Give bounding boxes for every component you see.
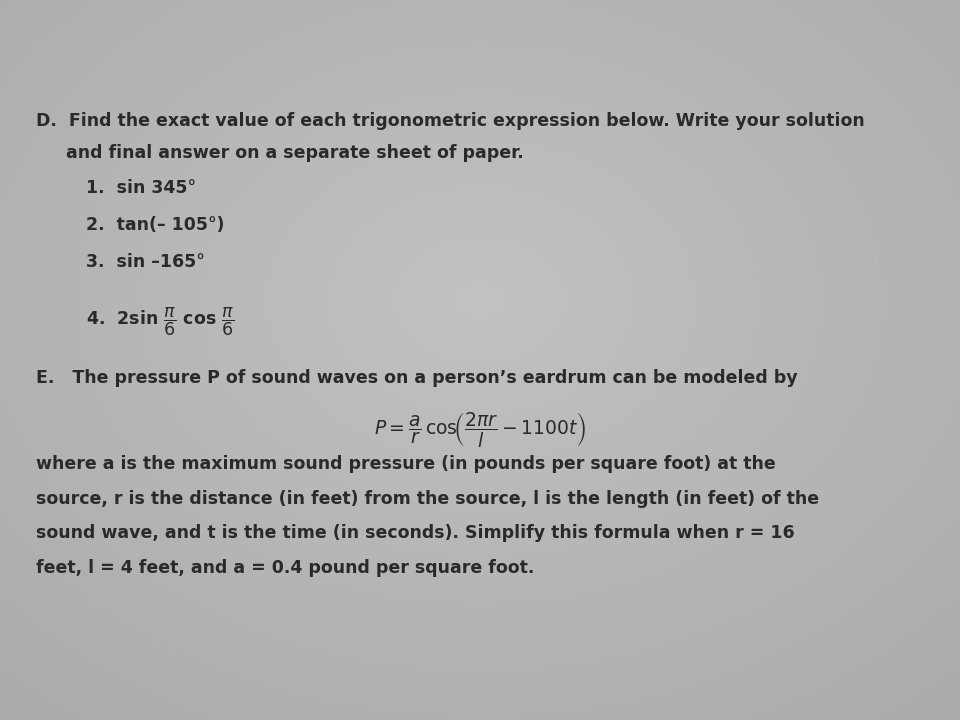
Text: E.   The pressure P of sound waves on a person’s eardrum can be modeled by: E. The pressure P of sound waves on a pe… (36, 369, 798, 387)
Text: $P = \dfrac{a}{r}\,\mathrm{cos}\!\left(\dfrac{2\pi r}{l} - 1100t\right)$: $P = \dfrac{a}{r}\,\mathrm{cos}\!\left(\… (373, 410, 587, 449)
Text: sound wave, and t is the time (in seconds). Simplify this formula when r = 16: sound wave, and t is the time (in second… (36, 524, 795, 542)
Text: 4.  2sin $\dfrac{\pi}{6}$ cos $\dfrac{\pi}{6}$: 4. 2sin $\dfrac{\pi}{6}$ cos $\dfrac{\pi… (86, 305, 235, 338)
Text: feet, l = 4 feet, and a = 0.4 pound per square foot.: feet, l = 4 feet, and a = 0.4 pound per … (36, 559, 535, 577)
Text: 3.  sin –165°: 3. sin –165° (86, 253, 205, 271)
Text: 2.  tan(– 105°): 2. tan(– 105°) (86, 216, 225, 234)
Text: where a is the maximum sound pressure (in pounds per square foot) at the: where a is the maximum sound pressure (i… (36, 455, 777, 473)
Text: D.  Find the exact value of each trigonometric expression below. Write your solu: D. Find the exact value of each trigonom… (36, 112, 865, 130)
Text: and final answer on a separate sheet of paper.: and final answer on a separate sheet of … (36, 144, 524, 162)
Text: source, r is the distance (in feet) from the source, l is the length (in feet) o: source, r is the distance (in feet) from… (36, 490, 820, 508)
Text: 1.  sin 345°: 1. sin 345° (86, 179, 197, 197)
